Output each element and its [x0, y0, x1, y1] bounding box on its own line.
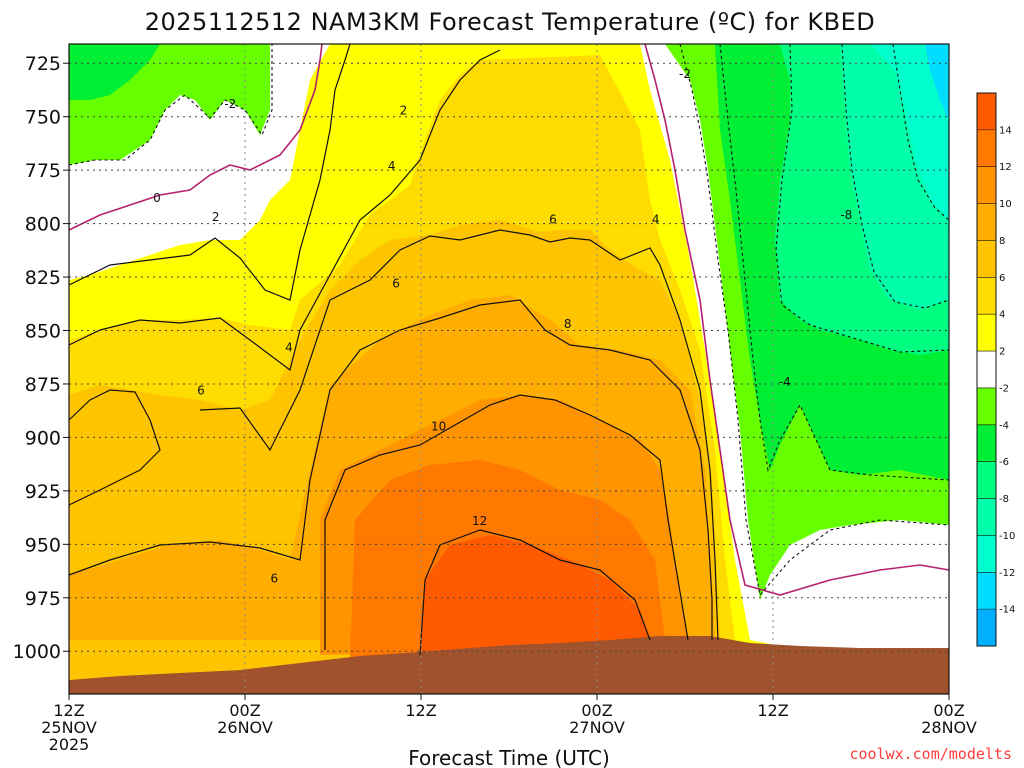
colorbar-swatch	[977, 129, 996, 168]
y-tick-label: 950	[25, 534, 61, 556]
colorbar-swatch	[977, 461, 996, 500]
contour-line-8	[68, 299, 713, 640]
contour-label: 4	[285, 341, 293, 355]
contour-line-6	[68, 229, 719, 641]
y-tick-label: 1000	[13, 641, 61, 663]
colorbar-swatch	[977, 572, 996, 610]
contour-line-zero-upper	[68, 43, 323, 231]
time-gridlines	[244, 44, 774, 694]
contour-label: 2	[400, 103, 408, 117]
contour-line-2	[68, 43, 351, 301]
colorbar-swatch	[977, 424, 996, 463]
colorbar-tick-label: -14	[999, 605, 1015, 616]
x-axis-label: Forecast Time (UTC)	[408, 746, 610, 768]
colorbar-swatch	[977, 609, 996, 647]
x-tick-label: 26NOV	[217, 718, 273, 737]
x-tick-label: 25NOV	[41, 718, 97, 737]
colorbar-swatch	[977, 93, 996, 131]
y-tick-label: 725	[25, 53, 61, 75]
x-tick-label: 00Z	[581, 701, 612, 720]
y-tick-label: 775	[25, 160, 61, 182]
contour-label: -4	[779, 375, 791, 389]
fill-band-upper-left-green-inner	[69, 44, 160, 100]
colorbar-tick-label: 10	[999, 199, 1012, 210]
colorbar-swatch	[977, 498, 996, 536]
colorbar-tick-label: -6	[999, 457, 1009, 468]
fill-band-minus14-minus12	[925, 44, 949, 120]
contour-line-minus10	[892, 43, 950, 221]
contour-label: 6	[197, 383, 205, 397]
y-tick-label: 800	[25, 214, 61, 236]
y-tick-label: 900	[25, 427, 61, 449]
colorbar-tick-label: 8	[999, 236, 1005, 247]
contour-label: 8	[564, 317, 572, 331]
chart-title: 2025112512 NAM3KM Forecast Temperature (…	[145, 8, 875, 36]
contour-line-4	[68, 49, 501, 372]
colorbar-swatch	[977, 314, 996, 352]
x-tick-label: 12Z	[757, 701, 788, 720]
contour-label: 0	[153, 191, 161, 205]
y-tick-label: 975	[25, 588, 61, 610]
fill-band-minus12-minus10	[870, 44, 949, 220]
x-tick-label: 00Z	[229, 701, 260, 720]
colorbar-tick-label: 12	[999, 162, 1012, 173]
x-tick-label: 12Z	[405, 701, 436, 720]
y-tick-label: 875	[25, 374, 61, 396]
x-tick-label: 12Z	[53, 701, 84, 720]
colorbar-swatch	[977, 277, 996, 315]
contour-line-12	[419, 529, 651, 656]
fill-band-12-14	[420, 535, 650, 655]
x-tick-label: 27NOV	[569, 718, 625, 737]
colorbar-tick-label: -2	[999, 383, 1009, 394]
colorbar: 14 12 10 8 6 4 2 -2 -4 -6 -8 -10 -12 -14	[976, 92, 1015, 647]
colorbar-swatch	[977, 166, 996, 205]
x-tick-label: 28NOV	[921, 718, 977, 737]
y-tick-label: 925	[25, 481, 61, 503]
colorbar-swatch	[977, 351, 996, 389]
colorbar-swatch	[977, 535, 996, 573]
contour-label: 6	[271, 572, 279, 586]
contour-label: 2	[212, 210, 220, 224]
contour-label: -2	[224, 97, 236, 111]
contour-labels: -2 2 0 4 2 6 4 -8 6 8 4 -4 6 10 12 6 -2	[153, 67, 852, 586]
colorbar-tick-label: 4	[999, 310, 1005, 321]
contour-line-minus2	[68, 43, 950, 597]
contour-label: 12	[472, 514, 487, 528]
colorbar-frame	[976, 92, 997, 647]
y-tick-label: 750	[25, 107, 61, 129]
colorbar-tick-label: -4	[999, 420, 1009, 431]
plot-area: -2 2 0 4 2 6 4 -8 6 8 4 -4 6 10 12 6 -2	[68, 43, 950, 695]
colorbar-swatch	[977, 387, 996, 426]
contour-label: 6	[549, 212, 557, 226]
y-tick-label: 850	[25, 321, 61, 343]
x-tick-label: 00Z	[933, 701, 964, 720]
contour-label: 4	[388, 159, 396, 173]
contour-label: -2	[679, 67, 691, 81]
y-tick-label: 825	[25, 267, 61, 289]
colorbar-tick-label: -12	[999, 568, 1015, 579]
contour-label: 6	[392, 276, 400, 290]
terrain	[69, 636, 949, 694]
colorbar-tick-label: -8	[999, 494, 1009, 505]
contour-line-zero-right	[644, 43, 950, 596]
colorbar-swatch	[977, 240, 996, 278]
pressure-gridlines	[69, 62, 949, 652]
colorbar-swatch	[977, 203, 996, 241]
plot-frame	[68, 43, 950, 695]
contour-label: 4	[652, 212, 660, 226]
credit-text[interactable]: coolwx.com/modelts	[849, 745, 1012, 763]
colorbar-tick-label: 6	[999, 273, 1005, 284]
colorbar-tick-label: 14	[999, 125, 1012, 136]
colorbar-tick-label: -10	[999, 531, 1015, 542]
colorbar-tick-label: 2	[999, 347, 1005, 358]
contour-label: -8	[840, 208, 852, 222]
contour-line-minus4	[719, 43, 950, 481]
contour-label: 10	[431, 420, 446, 434]
x-tick-label: 2025	[49, 735, 90, 754]
y-axis: 725 750 775 800 825 850 875 900 925 950 975 1000	[13, 53, 69, 663]
contour-line-minus8	[841, 43, 950, 309]
contour-line-10	[324, 394, 689, 650]
